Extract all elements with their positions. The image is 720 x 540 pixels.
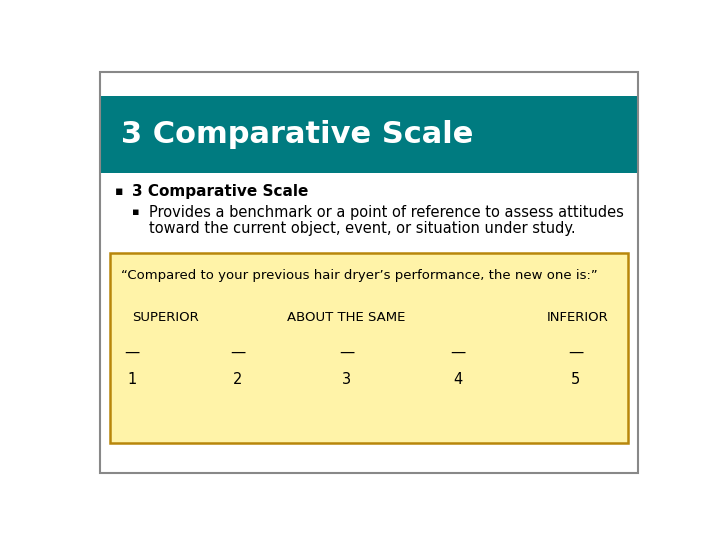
Text: 3: 3 xyxy=(342,372,351,387)
Text: Provides a benchmark or a point of reference to assess attitudes: Provides a benchmark or a point of refer… xyxy=(148,205,624,220)
Text: ▪: ▪ xyxy=(132,207,140,218)
Text: “Compared to your previous hair dryer’s performance, the new one is:”: “Compared to your previous hair dryer’s … xyxy=(121,269,598,282)
Text: 4: 4 xyxy=(454,372,463,387)
Text: 5: 5 xyxy=(571,372,580,387)
Text: —: — xyxy=(451,345,466,360)
Text: —: — xyxy=(568,345,583,360)
Text: 1: 1 xyxy=(127,372,137,387)
Text: SUPERIOR: SUPERIOR xyxy=(132,310,199,323)
Text: —: — xyxy=(339,345,354,360)
Text: ▪: ▪ xyxy=(115,185,124,198)
Text: 2: 2 xyxy=(233,372,243,387)
Text: INFERIOR: INFERIOR xyxy=(547,310,609,323)
Text: —: — xyxy=(230,345,246,360)
Text: —: — xyxy=(125,345,140,360)
Text: 3 Comparative Scale: 3 Comparative Scale xyxy=(121,120,473,148)
FancyBboxPatch shape xyxy=(100,96,638,173)
FancyBboxPatch shape xyxy=(109,253,629,443)
Text: 3 Comparative Scale: 3 Comparative Scale xyxy=(132,184,308,199)
Text: ABOUT THE SAME: ABOUT THE SAME xyxy=(287,310,406,323)
Text: toward the current object, event, or situation under study.: toward the current object, event, or sit… xyxy=(148,221,575,235)
